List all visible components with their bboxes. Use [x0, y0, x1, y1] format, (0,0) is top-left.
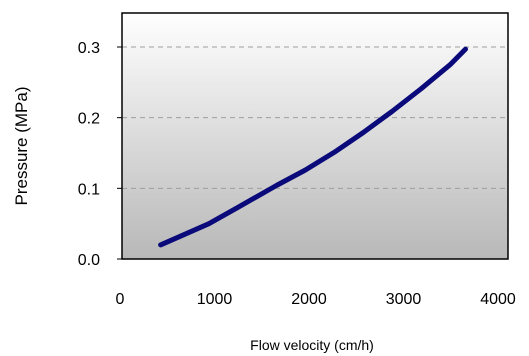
- y-tick-label-3: 0.3: [78, 40, 100, 57]
- x-tick-label-0: 0: [116, 291, 125, 308]
- series-line-0: [158, 46, 468, 248]
- axes: [117, 12, 509, 260]
- x-tick-label-1: 1000: [197, 291, 233, 308]
- y-axis-title: Pressure (MPa): [12, 86, 31, 205]
- plot-area: [122, 13, 508, 259]
- gridlines: [122, 46, 508, 189]
- plot-frame: [121, 12, 509, 260]
- y-tick-label-2: 0.2: [78, 111, 100, 128]
- x-tick-label-2: 2000: [291, 291, 327, 308]
- x-tick-label-3: 3000: [386, 291, 422, 308]
- x-axis-title: Flow velocity (cm/h): [250, 337, 374, 353]
- series-layer: [158, 46, 468, 248]
- tick-labels: 0.0 0.1 0.2 0.3 0 1000 2000 3000 4000: [78, 40, 516, 308]
- y-tick-label-0: 0.0: [78, 252, 100, 269]
- y-tick-label-1: 0.1: [78, 181, 100, 198]
- x-tick-label-4: 4000: [480, 291, 516, 308]
